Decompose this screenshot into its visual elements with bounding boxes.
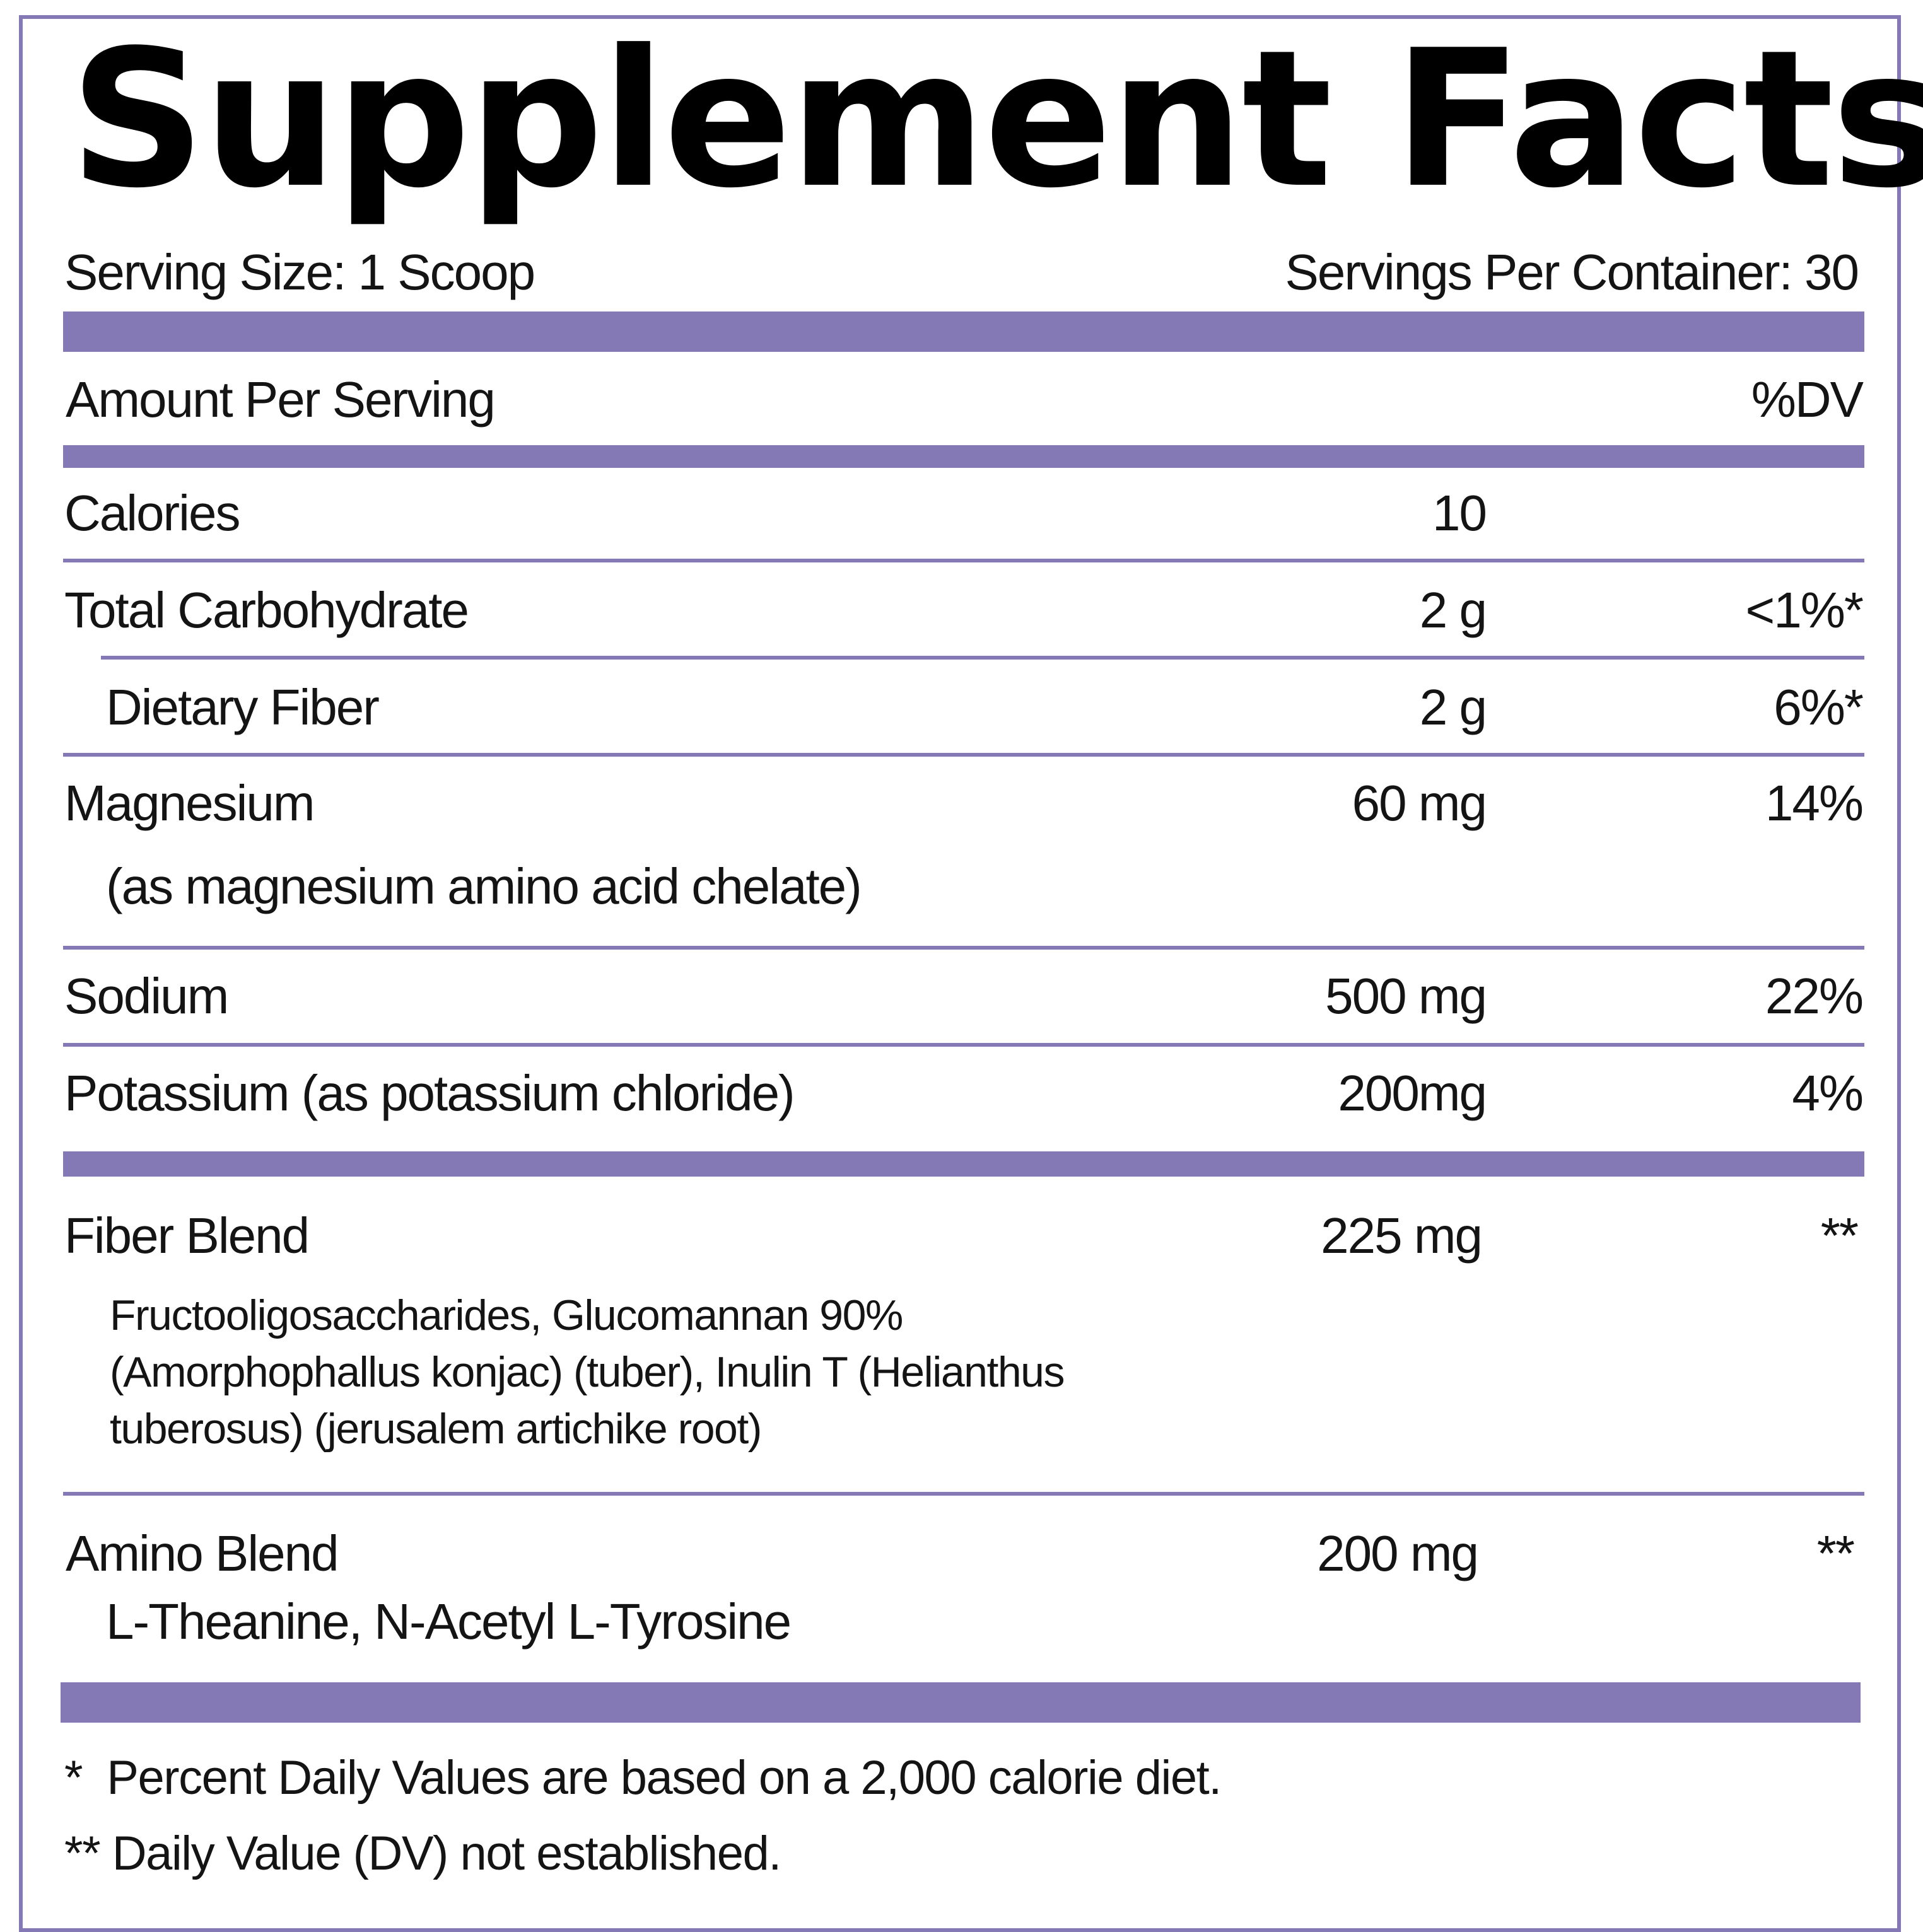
serving-size: Serving Size: 1 Scoop: [64, 244, 535, 300]
divider-bar-bottom: [61, 1682, 1861, 1723]
footnote-dv-not-established: ** Daily Value (DV) not established.: [64, 1827, 781, 1880]
nutrient-dv: 4%: [1792, 1065, 1864, 1121]
nutrient-amount: 2 g: [1419, 582, 1487, 638]
divider-bar-top: [63, 311, 1864, 352]
nutrient-amount: 500 mg: [1325, 968, 1487, 1024]
amount-per-serving-header: Amount Per Serving: [66, 371, 496, 428]
blend-name: Fiber Blend: [64, 1208, 310, 1264]
blend-amount: 225 mg: [1321, 1208, 1483, 1264]
row-divider: [63, 559, 1864, 562]
dv-header: %DV: [1751, 371, 1864, 428]
row-divider: [63, 1043, 1864, 1047]
nutrient-name: Dietary Fiber: [106, 679, 380, 735]
servings-per-container: Servings Per Container: 30: [1285, 244, 1859, 300]
row-divider: [101, 656, 1864, 660]
blend-ingredients: Fructooligosaccharides, Glucomannan 90%: [110, 1291, 903, 1339]
nutrient-dv: 6%*: [1774, 679, 1864, 735]
nutrient-dv: 14%: [1765, 775, 1864, 831]
blend-dv: **: [1816, 1525, 1855, 1581]
blend-amount: 200 mg: [1317, 1525, 1479, 1581]
divider-bar-header: [63, 445, 1864, 468]
divider-bar-blends: [63, 1151, 1864, 1177]
row-divider: [63, 946, 1864, 950]
blend-ingredients: (Amorphophallus konjac) (tuber), Inulin …: [110, 1348, 1065, 1396]
footnote-percent-dv: * Percent Daily Values are based on a 2,…: [64, 1751, 1222, 1805]
nutrient-amount: 200mg: [1338, 1065, 1487, 1121]
nutrient-name: Calories: [64, 485, 240, 541]
blend-name: Amino Blend: [66, 1525, 339, 1581]
nutrient-note: (as magnesium amino acid chelate): [106, 858, 862, 914]
label-title: Supplement Facts: [69, 9, 1923, 230]
nutrient-name: Sodium: [64, 968, 229, 1024]
nutrient-amount: 10: [1432, 485, 1487, 541]
nutrient-name: Magnesium: [64, 775, 315, 831]
nutrient-amount: 2 g: [1419, 679, 1487, 735]
nutrient-dv: <1%*: [1745, 582, 1864, 638]
nutrient-dv: 22%: [1765, 968, 1864, 1024]
nutrient-name: Potassium (as potassium chloride): [64, 1065, 795, 1121]
blend-ingredients: L-Theanine, N-Acetyl L-Tyrosine: [106, 1593, 792, 1650]
row-divider: [63, 1492, 1864, 1496]
row-divider: [63, 753, 1864, 757]
nutrient-name: Total Carbohydrate: [64, 582, 469, 638]
blend-dv: **: [1820, 1208, 1859, 1264]
blend-ingredients: tuberosus) (jerusalem artichike root): [110, 1405, 762, 1453]
nutrient-amount: 60 mg: [1352, 775, 1487, 831]
